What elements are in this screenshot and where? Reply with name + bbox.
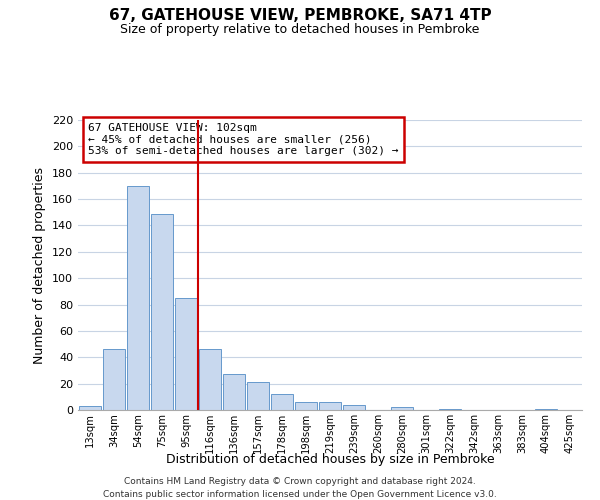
Text: Distribution of detached houses by size in Pembroke: Distribution of detached houses by size …: [166, 452, 494, 466]
Bar: [223, 374, 245, 410]
Bar: [319, 402, 341, 410]
Text: Size of property relative to detached houses in Pembroke: Size of property relative to detached ho…: [121, 22, 479, 36]
Text: 67, GATEHOUSE VIEW, PEMBROKE, SA71 4TP: 67, GATEHOUSE VIEW, PEMBROKE, SA71 4TP: [109, 8, 491, 22]
Bar: [103, 350, 125, 410]
Bar: [79, 406, 101, 410]
Bar: [199, 350, 221, 410]
Text: Contains public sector information licensed under the Open Government Licence v3: Contains public sector information licen…: [103, 490, 497, 499]
Y-axis label: Number of detached properties: Number of detached properties: [34, 166, 46, 364]
Bar: [175, 298, 197, 410]
Bar: [439, 408, 461, 410]
Bar: [295, 402, 317, 410]
Bar: [343, 404, 365, 410]
Bar: [535, 408, 557, 410]
Bar: [151, 214, 173, 410]
Text: Contains HM Land Registry data © Crown copyright and database right 2024.: Contains HM Land Registry data © Crown c…: [124, 478, 476, 486]
Bar: [271, 394, 293, 410]
Bar: [127, 186, 149, 410]
Text: 67 GATEHOUSE VIEW: 102sqm
← 45% of detached houses are smaller (256)
53% of semi: 67 GATEHOUSE VIEW: 102sqm ← 45% of detac…: [88, 123, 398, 156]
Bar: [247, 382, 269, 410]
Bar: [391, 408, 413, 410]
